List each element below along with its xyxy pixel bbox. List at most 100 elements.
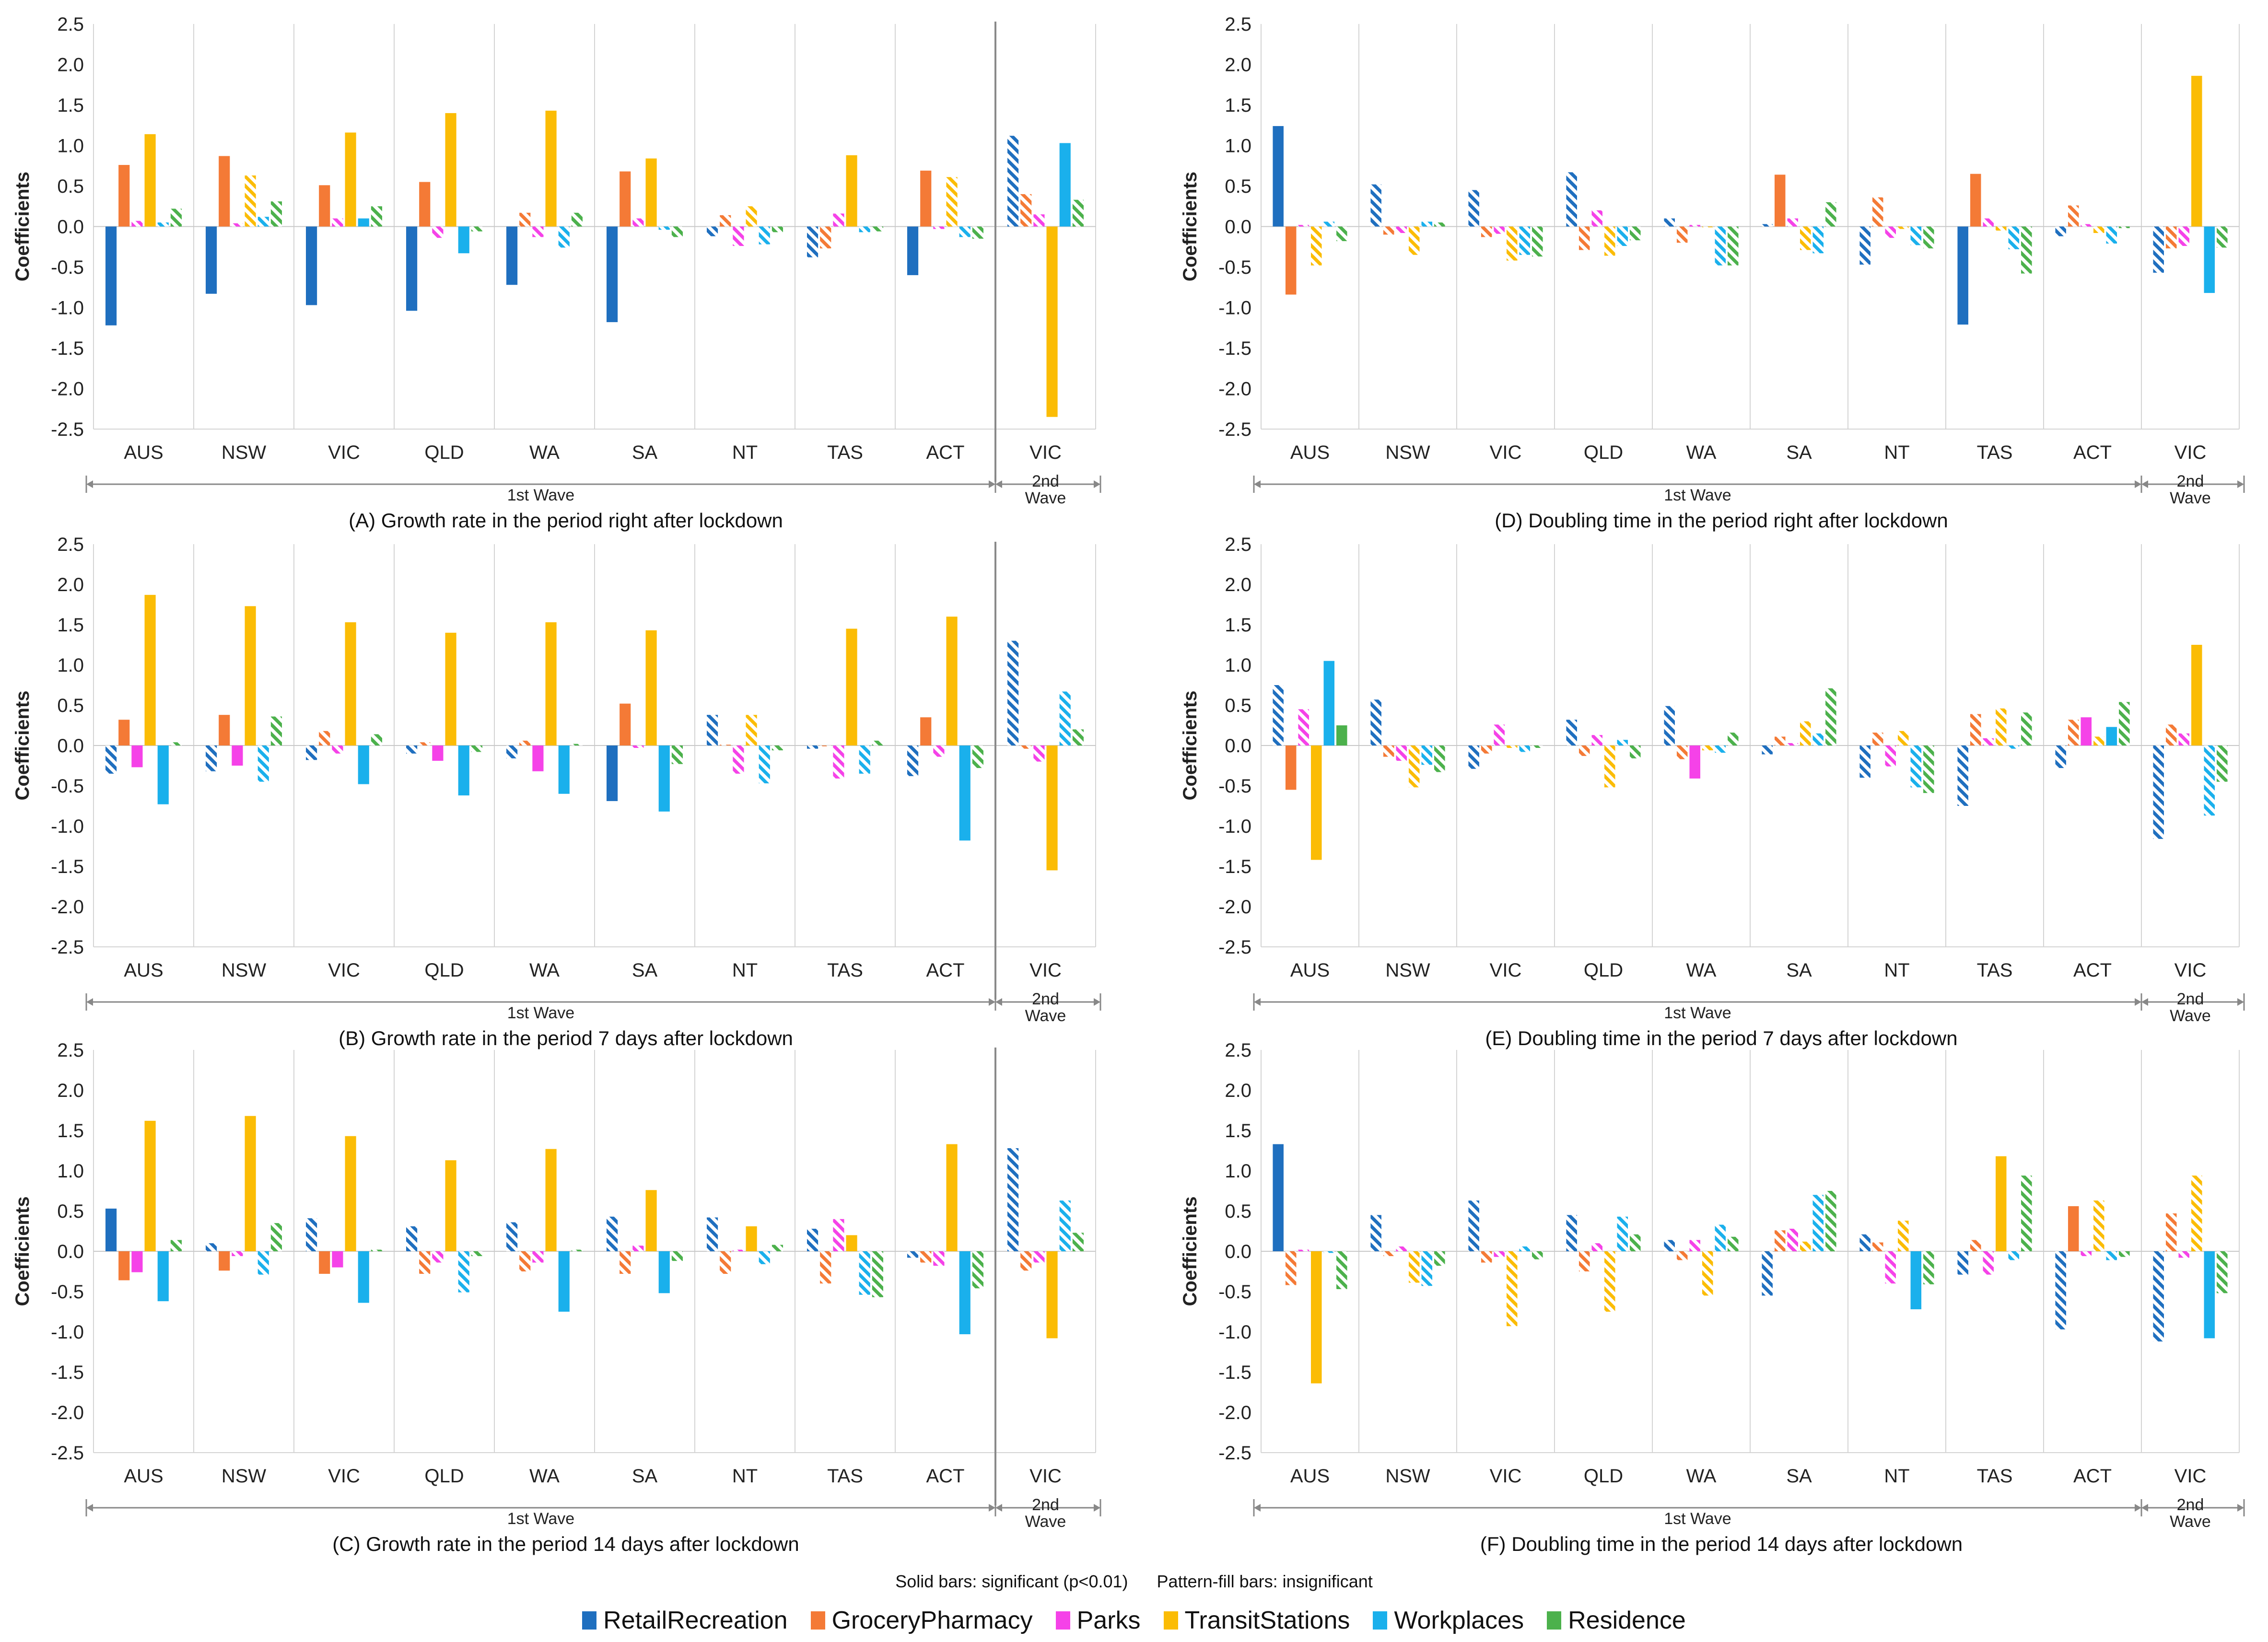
- bar-parks-nt: [1885, 226, 1896, 238]
- bar-residence-tas: [872, 740, 884, 745]
- bar-transitstations-wa: [1702, 745, 1713, 751]
- category-label: NT: [1884, 1466, 1909, 1487]
- bar-workplaces-nsw: [257, 1251, 269, 1275]
- bar-workplaces-aus: [157, 745, 169, 804]
- bar-residence-nsw: [270, 1223, 282, 1251]
- bar-grocerypharmacy-qld: [419, 182, 431, 227]
- y-tick-label: 0.5: [1225, 1201, 1251, 1222]
- category-label: NSW: [222, 1466, 267, 1487]
- bar-residence-act: [972, 745, 984, 769]
- bar-residence-aus: [170, 209, 182, 227]
- bar-retailrecreation-wa: [506, 1222, 518, 1251]
- bar-grocerypharmacy-vic: [1481, 1251, 1492, 1263]
- bar-workplaces-vic: [1519, 745, 1531, 752]
- bar-parks-aus: [1298, 1249, 1309, 1251]
- bar-parks-sa: [632, 218, 644, 227]
- bar-grocerypharmacy-aus: [1285, 226, 1297, 295]
- bar-workplaces-tas: [2008, 745, 2020, 749]
- bar-parks-act: [933, 1251, 945, 1266]
- bar-workplaces-tas: [2008, 1251, 2020, 1260]
- bar-parks-vic: [1494, 724, 1505, 745]
- bar-workplaces-wa: [1715, 745, 1726, 753]
- category-label: WA: [529, 442, 560, 463]
- bar-workplaces-aus: [157, 222, 169, 227]
- bar-retailrecreation-vic: [2153, 745, 2164, 839]
- bar-retailrecreation-act: [907, 1251, 919, 1258]
- category-label: SA: [1786, 442, 1812, 463]
- bar-workplaces-vic: [358, 1251, 369, 1303]
- bar-workplaces-wa: [558, 745, 570, 794]
- bar-residence-nsw: [1434, 745, 1445, 772]
- bar-workplaces-vic: [1059, 1200, 1071, 1251]
- bar-retailrecreation-vic: [305, 1218, 317, 1251]
- bar-retailrecreation-aus: [1273, 685, 1284, 745]
- bar-workplaces-vic: [358, 745, 369, 784]
- bar-parks-aus: [131, 745, 143, 768]
- bar-workplaces-nt: [1910, 745, 1922, 788]
- bar-transitstations-tas: [1996, 708, 2007, 745]
- bar-grocerypharmacy-tas: [1970, 714, 1981, 745]
- bar-workplaces-vic: [1519, 1246, 1531, 1251]
- bar-transitstations-qld: [1604, 1251, 1615, 1312]
- bar-parks-vic: [1033, 745, 1045, 762]
- bar-residence-tas: [2021, 226, 2032, 274]
- bar-transitstations-vic: [2191, 76, 2202, 227]
- y-tick-label: -0.5: [1218, 776, 1251, 797]
- category-label: VIC: [2174, 960, 2207, 981]
- bar-residence-act: [2119, 1251, 2130, 1257]
- bar-parks-vic: [1033, 214, 1045, 227]
- bar-transitstations-nt: [746, 206, 757, 227]
- bar-transitstations-tas: [846, 629, 857, 745]
- bar-retailrecreation-wa: [506, 745, 518, 758]
- bar-transitstations-aus: [1311, 745, 1322, 860]
- legend-swatch-grocery: [810, 1611, 825, 1630]
- category-label: ACT: [2073, 1466, 2112, 1487]
- y-tick-label: 2.5: [57, 1040, 84, 1061]
- bar-workplaces-tas: [2008, 226, 2020, 249]
- bar-residence-aus: [170, 742, 182, 745]
- bar-parks-act: [933, 226, 945, 229]
- bar-workplaces-nt: [759, 745, 770, 783]
- bar-retailrecreation-tas: [1957, 1251, 1968, 1275]
- bar-parks-aus: [1298, 225, 1309, 227]
- bar-workplaces-nsw: [257, 217, 269, 227]
- bar-parks-vic: [2178, 1251, 2189, 1258]
- bar-transitstations-sa: [1800, 226, 1811, 250]
- bar-parks-tas: [833, 745, 844, 779]
- bar-parks-vic: [1494, 1251, 1505, 1257]
- category-label: NT: [1884, 442, 1909, 463]
- legend-swatch-parks: [1055, 1611, 1070, 1630]
- bar-grocerypharmacy-aus: [1285, 745, 1297, 790]
- bar-transitstations-vic: [2191, 645, 2202, 745]
- category-label: AUS: [124, 1466, 163, 1487]
- bar-grocerypharmacy-vic: [2165, 226, 2177, 249]
- second-wave-label-line2: Wave: [1025, 489, 1066, 507]
- bar-parks-qld: [1591, 1243, 1602, 1251]
- first-wave-label: 1st Wave: [507, 1004, 574, 1022]
- category-label: WA: [529, 960, 560, 981]
- bar-workplaces-sa: [658, 1251, 670, 1293]
- bar-retailrecreation-sa: [1762, 224, 1773, 227]
- category-label: VIC: [1490, 442, 1522, 463]
- second-wave-label-line2: Wave: [2170, 489, 2211, 507]
- bar-workplaces-nsw: [1421, 221, 1433, 227]
- bar-retailrecreation-sa: [606, 745, 618, 801]
- bar-parks-qld: [432, 1251, 444, 1263]
- bar-residence-sa: [671, 745, 683, 764]
- bar-parks-tas: [833, 213, 844, 227]
- y-tick-label: 2.0: [1225, 1080, 1251, 1101]
- bar-grocerypharmacy-qld: [419, 1251, 431, 1274]
- bar-grocerypharmacy-wa: [519, 1251, 531, 1271]
- bar-parks-nsw: [1396, 1246, 1407, 1251]
- bar-retailrecreation-wa: [1664, 218, 1675, 227]
- y-tick-label: -2.5: [1218, 1443, 1251, 1464]
- bar-transitstations-qld: [445, 1160, 456, 1251]
- y-tick-label: 1.0: [57, 136, 84, 157]
- bar-workplaces-vic: [1059, 691, 1071, 745]
- bar-retailrecreation-nsw: [205, 1243, 217, 1251]
- bar-workplaces-vic: [1059, 143, 1071, 227]
- bar-parks-nsw: [232, 223, 243, 227]
